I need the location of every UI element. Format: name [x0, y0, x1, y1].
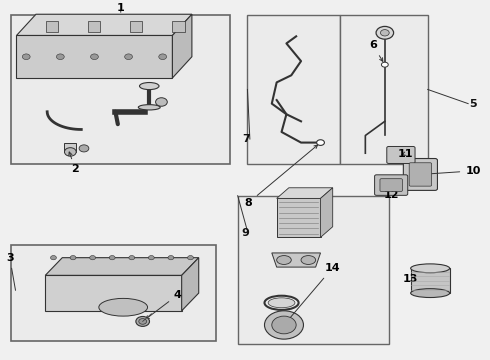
Text: 2: 2 [69, 152, 79, 174]
Circle shape [381, 62, 388, 67]
Polygon shape [17, 36, 172, 78]
Bar [340, 15, 428, 164]
Text: 4: 4 [146, 290, 182, 319]
Bar [11, 245, 216, 341]
Text: 6: 6 [369, 40, 383, 61]
Circle shape [56, 54, 64, 59]
FancyBboxPatch shape [387, 147, 415, 163]
Text: 9: 9 [241, 228, 249, 238]
Ellipse shape [140, 82, 159, 90]
Bar [172, 21, 185, 32]
Bar [65, 143, 76, 152]
Bar [46, 21, 58, 32]
Circle shape [156, 98, 167, 106]
FancyBboxPatch shape [380, 179, 402, 192]
Ellipse shape [277, 256, 291, 265]
Circle shape [50, 256, 56, 260]
Bar [11, 15, 230, 164]
Circle shape [79, 145, 89, 152]
Text: 8: 8 [245, 145, 318, 208]
Text: 11: 11 [398, 149, 414, 158]
Text: 12: 12 [383, 186, 399, 201]
FancyBboxPatch shape [409, 163, 432, 186]
Circle shape [376, 26, 393, 39]
Circle shape [265, 311, 303, 339]
Circle shape [70, 256, 76, 260]
Bar [411, 268, 450, 293]
Circle shape [272, 316, 296, 334]
Ellipse shape [411, 289, 450, 297]
Circle shape [168, 256, 174, 260]
Ellipse shape [268, 298, 295, 308]
Circle shape [65, 148, 76, 156]
Circle shape [129, 256, 135, 260]
Circle shape [139, 319, 147, 324]
Text: 10: 10 [424, 166, 481, 176]
Circle shape [109, 256, 115, 260]
Text: 7: 7 [242, 134, 250, 144]
Ellipse shape [301, 256, 316, 265]
Polygon shape [45, 258, 199, 275]
FancyBboxPatch shape [403, 158, 438, 190]
Polygon shape [272, 253, 320, 267]
Circle shape [90, 256, 96, 260]
Text: 1: 1 [117, 3, 124, 13]
Bar [88, 21, 100, 32]
Polygon shape [45, 275, 182, 311]
Polygon shape [172, 14, 192, 78]
Bar [247, 15, 340, 164]
Circle shape [91, 54, 98, 59]
Circle shape [124, 54, 132, 59]
Circle shape [380, 30, 389, 36]
Polygon shape [277, 188, 333, 198]
Ellipse shape [99, 298, 147, 316]
Text: 14: 14 [287, 263, 340, 322]
Circle shape [159, 54, 167, 59]
Bar [277, 198, 320, 237]
Text: 5: 5 [469, 99, 476, 109]
Ellipse shape [138, 105, 160, 110]
Text: 3: 3 [6, 253, 16, 291]
Circle shape [317, 140, 324, 145]
Polygon shape [182, 258, 199, 311]
Ellipse shape [411, 264, 450, 273]
Text: 13: 13 [403, 269, 427, 284]
Bar [130, 21, 143, 32]
Circle shape [136, 316, 149, 327]
FancyBboxPatch shape [374, 175, 408, 195]
Circle shape [188, 256, 194, 260]
Polygon shape [320, 188, 333, 237]
Circle shape [23, 54, 30, 59]
Circle shape [148, 256, 154, 260]
Bar [238, 196, 389, 345]
Polygon shape [17, 14, 192, 36]
